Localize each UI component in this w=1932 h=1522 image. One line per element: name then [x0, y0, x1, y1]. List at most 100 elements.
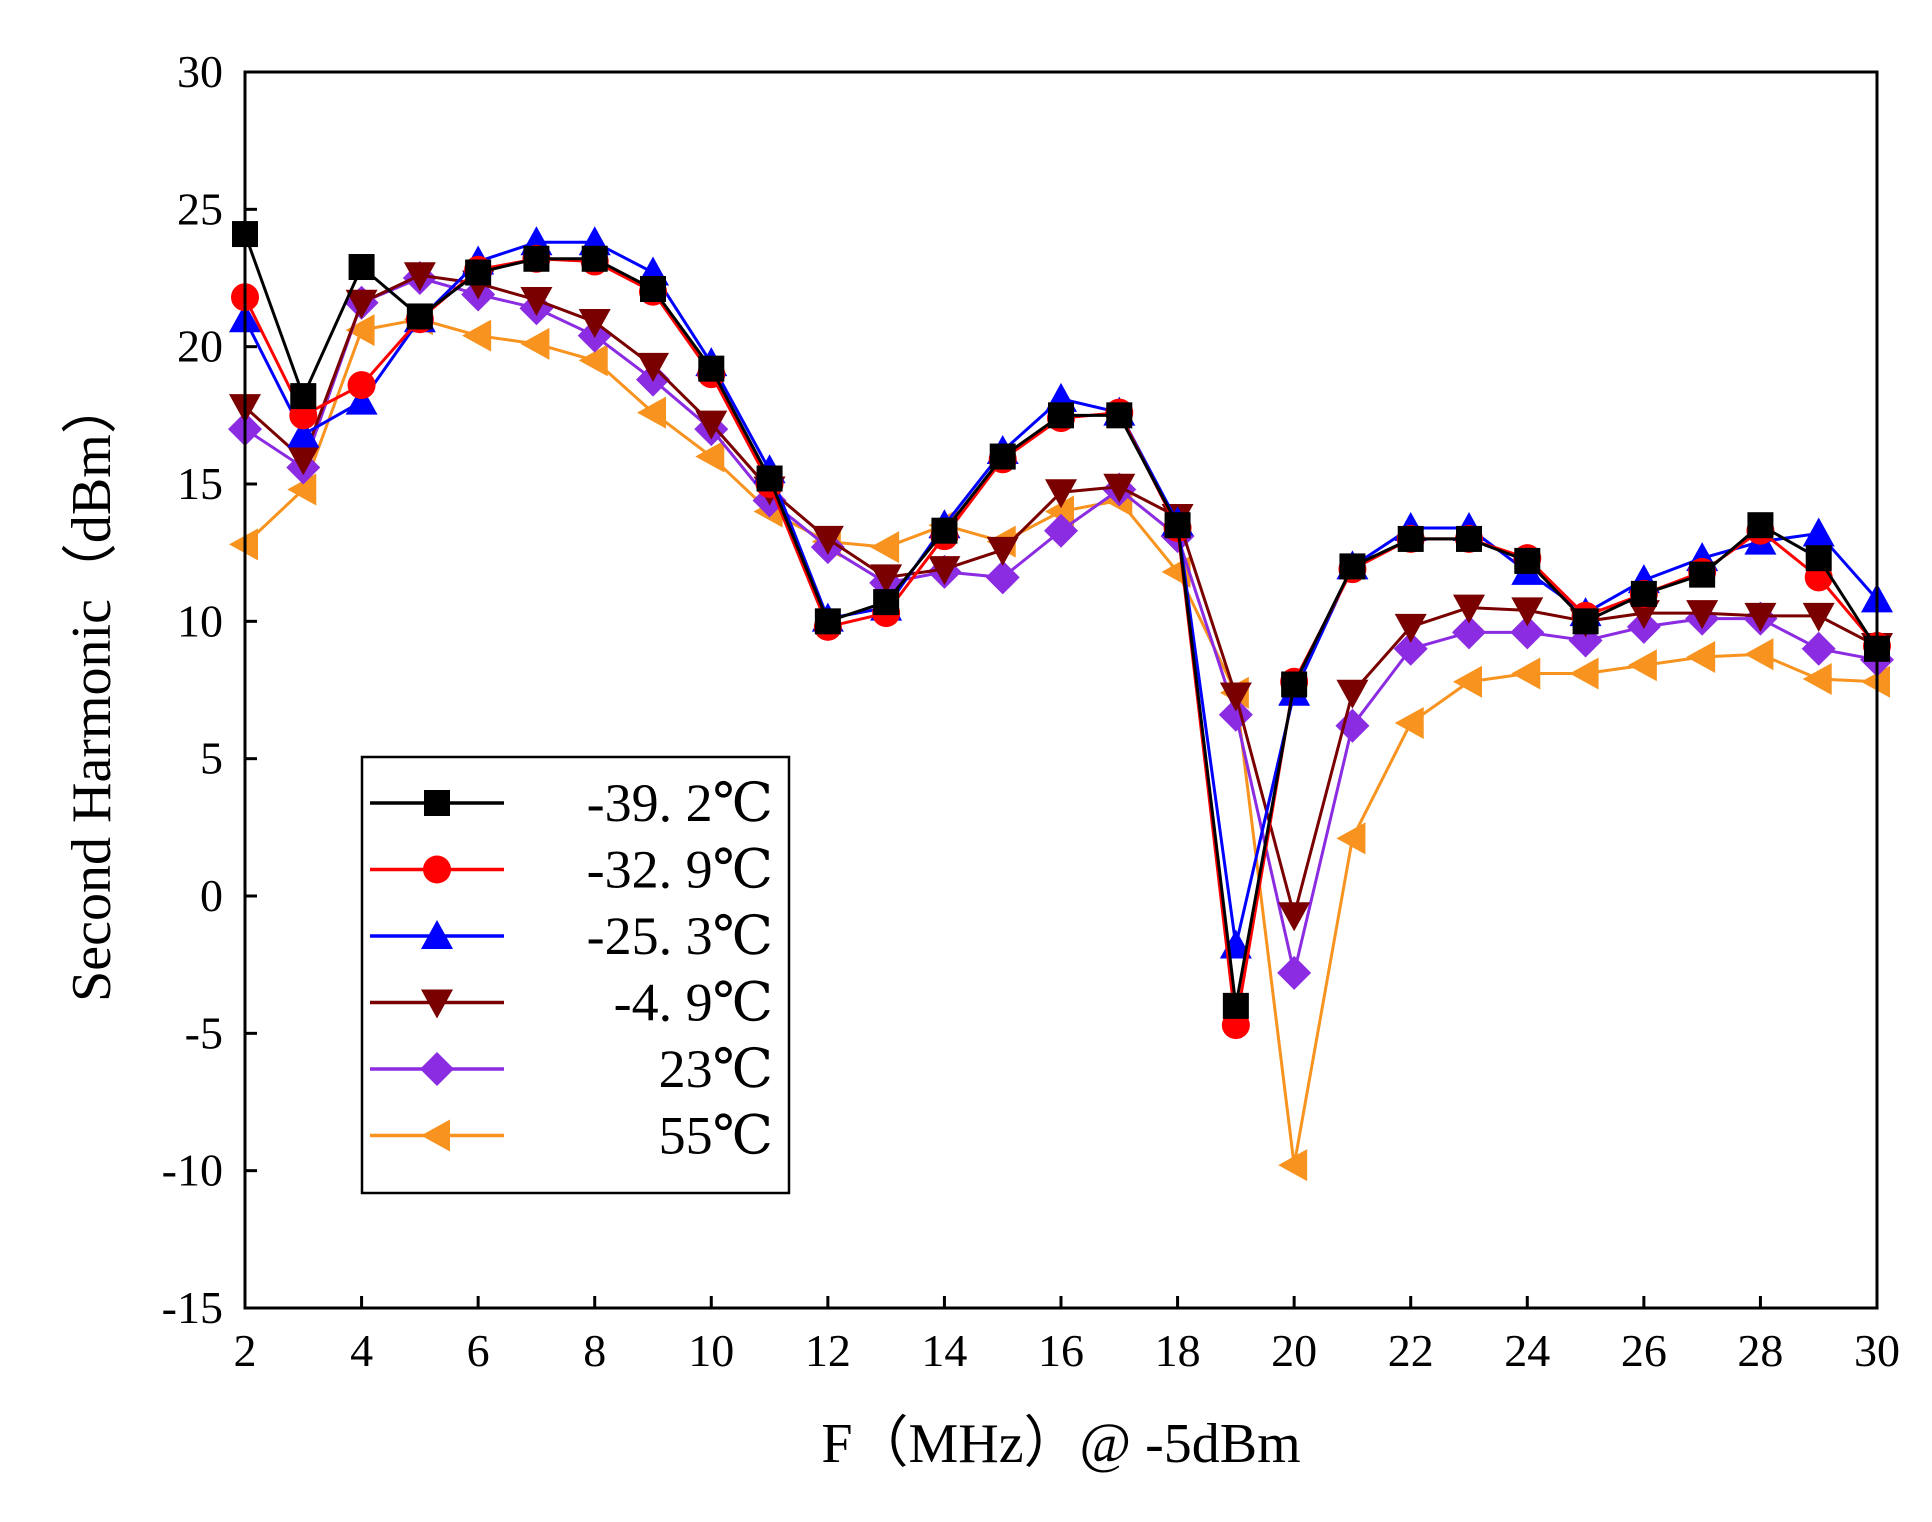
legend-label: -4. 9℃	[614, 973, 773, 1033]
data-point	[1336, 822, 1366, 855]
data-point	[1569, 657, 1599, 690]
x-tick-label: 10	[688, 1325, 734, 1376]
x-tick-label: 30	[1854, 1325, 1900, 1376]
data-point	[1393, 631, 1428, 666]
data-point	[640, 275, 666, 302]
data-point	[287, 446, 320, 476]
data-point	[1802, 602, 1835, 632]
data-point	[1394, 613, 1427, 643]
data-point	[347, 371, 376, 400]
data-point	[578, 344, 608, 377]
axis-layer: 2 4 6 8 10 12 14 16 18 20 22 24 26 28 30302520151050-5…	[162, 46, 1900, 1376]
data-point	[462, 319, 492, 352]
legend-entry: -32. 9℃	[370, 840, 773, 900]
legend-entry: 55℃	[370, 1106, 773, 1166]
data-point	[698, 355, 725, 382]
data-point	[986, 536, 1019, 566]
legend-marker	[420, 1052, 454, 1086]
data-point	[403, 262, 436, 292]
y-tick-label: -15	[162, 1282, 223, 1333]
x-tick-label: 26	[1621, 1325, 1667, 1376]
data-point	[287, 418, 320, 448]
legend-marker	[421, 1119, 450, 1152]
x-tick-label: 16	[1038, 1325, 1084, 1376]
x-axis-label: F（MHz）@ -5dBm	[821, 1413, 1300, 1475]
legend-marker	[421, 989, 453, 1019]
data-point	[1511, 657, 1541, 690]
data-point	[1689, 561, 1716, 588]
data-point	[1335, 708, 1370, 743]
data-point	[520, 286, 553, 316]
data-point	[1336, 679, 1369, 709]
data-point	[1394, 706, 1424, 739]
data-point	[1801, 631, 1836, 666]
legend-marker	[424, 790, 450, 816]
y-tick-label: -5	[185, 1007, 223, 1058]
data-point	[928, 556, 961, 586]
data-point	[523, 245, 550, 272]
x-tick-label: 12	[805, 1325, 851, 1376]
data-point	[1572, 608, 1599, 635]
data-point	[1103, 473, 1136, 503]
data-point	[287, 473, 317, 506]
y-tick-label: 0	[200, 870, 223, 921]
legend: -39. 2℃ -32. 9℃-25. 3℃ -4. 9℃23℃ 55℃	[360, 755, 791, 1195]
data-point	[1802, 663, 1832, 696]
data-point	[1219, 682, 1252, 712]
y-axis-label: Second Harmonic（dBm）	[61, 378, 123, 1002]
x-tick-label: 24	[1504, 1325, 1550, 1376]
data-point	[290, 383, 317, 410]
legend-marker	[423, 855, 451, 884]
data-point	[345, 314, 375, 347]
data-point	[873, 589, 900, 616]
data-point	[756, 465, 783, 492]
legend-entry: 23℃	[370, 1039, 773, 1099]
data-point	[931, 517, 958, 544]
data-point	[1453, 665, 1482, 698]
data-point	[1397, 525, 1424, 552]
data-point	[1686, 600, 1719, 630]
y-tick-label: 15	[177, 458, 223, 509]
data-point	[814, 608, 841, 635]
data-point	[1277, 955, 1312, 990]
legend-label: -39. 2℃	[587, 773, 773, 833]
data-point	[1456, 525, 1482, 552]
data-point	[870, 564, 903, 594]
data-point	[1744, 638, 1774, 671]
data-point	[1278, 1149, 1308, 1182]
data-point	[1510, 615, 1545, 650]
data-point	[1511, 597, 1544, 627]
y-tick-label: 5	[200, 733, 223, 784]
data-point	[637, 352, 669, 382]
x-tick-label: 22	[1388, 1325, 1434, 1376]
x-tick-label: 14	[921, 1325, 967, 1376]
data-point	[1802, 517, 1835, 547]
series-group	[229, 262, 1893, 932]
data-point	[870, 531, 900, 564]
data-point	[578, 308, 611, 338]
data-point	[1339, 553, 1366, 580]
y-tick-label: -10	[162, 1145, 223, 1196]
data-point	[1044, 513, 1078, 548]
data-point	[637, 396, 666, 429]
legend-entry: -25. 3℃	[370, 906, 773, 966]
data-point	[581, 245, 608, 272]
legend-entry: -39. 2℃	[370, 773, 773, 833]
data-point	[1278, 902, 1311, 932]
legend-label: 55℃	[659, 1106, 773, 1166]
data-point	[1744, 602, 1777, 632]
data-point	[345, 385, 378, 415]
data-point	[1453, 594, 1485, 624]
data-point	[465, 259, 492, 286]
data-point	[695, 410, 728, 440]
data-point	[1747, 512, 1774, 539]
data-point	[348, 254, 375, 281]
y-tick-label: 30	[177, 46, 223, 97]
data-point	[1222, 992, 1249, 1019]
data-point	[1627, 600, 1660, 630]
series-group	[232, 221, 1890, 1019]
data-point	[1106, 402, 1133, 429]
